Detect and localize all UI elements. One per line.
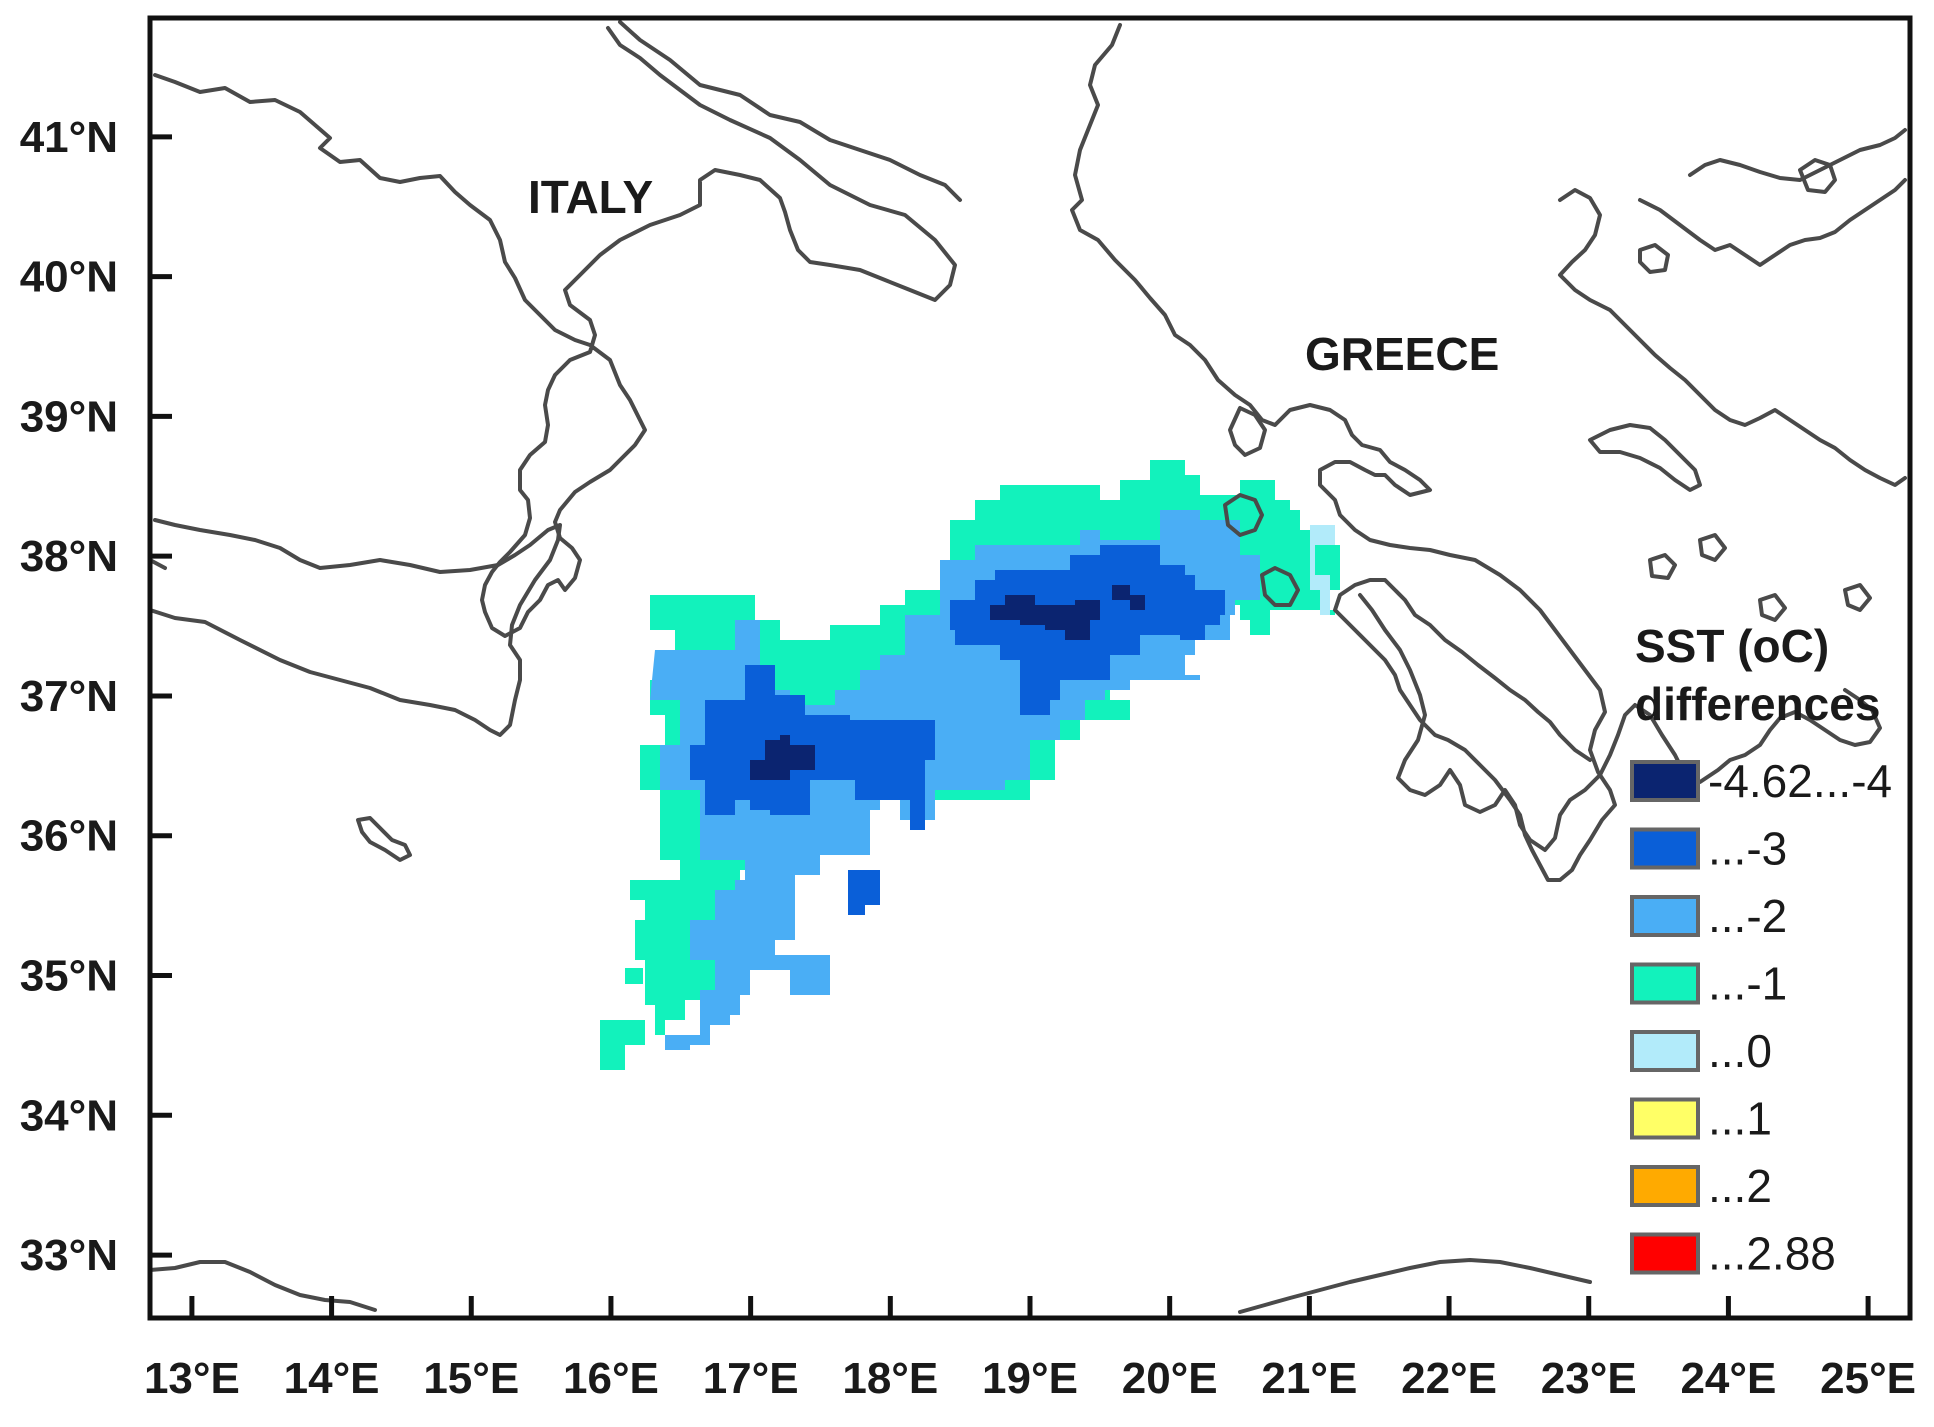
coastline-lesbos — [1798, 158, 1837, 194]
coastline-zakynthos — [1260, 566, 1300, 607]
coastline-cyclades-1 — [1648, 553, 1677, 580]
lon-tick-label: 13°E — [144, 1354, 240, 1403]
coastlines — [148, 20, 1907, 1314]
lon-tick-label: 20°E — [1122, 1354, 1218, 1403]
legend-swatch — [1630, 1232, 1700, 1275]
legend-items: -4.62...-4 ...-3 ...-2 ...-1 ...0 ...1 ...2...… — [1630, 755, 1892, 1280]
lon-tick-label: 16°E — [563, 1354, 659, 1403]
axis-ticks — [150, 134, 1871, 1318]
legend-swatch — [1630, 827, 1700, 870]
coastline-kefalonia — [1223, 493, 1264, 537]
legend-swatch — [1630, 1030, 1700, 1072]
coastline-cyclades-4 — [1843, 583, 1872, 612]
lon-tick-label: 18°E — [842, 1354, 938, 1403]
legend: SST (oC) differences -4.62...-4 ...-3 ...-… — [1630, 620, 1892, 1280]
legend-label: ...2.88 — [1708, 1228, 1836, 1280]
latitude-labels: 41°N 40°N 39°N 38°N 37°N 36°N 35°N 34°N 33°N — [20, 113, 118, 1280]
coastline-thrace — [1688, 128, 1907, 182]
sst-patch-level-1-dot — [625, 968, 643, 984]
lon-tick-label: 15°E — [423, 1354, 519, 1403]
lon-tick-label: 25°E — [1820, 1354, 1916, 1403]
country-label-greece: GREECE — [1305, 328, 1499, 380]
coastline-malta — [356, 816, 412, 862]
coastline-balkans — [1070, 23, 1617, 882]
lat-tick-label: 39°N — [20, 392, 118, 441]
legend-swatch — [1630, 760, 1700, 802]
coastline-africa-east — [1238, 1258, 1592, 1314]
legend-title-line2: differences — [1635, 678, 1880, 730]
coastline-east-greece — [1558, 188, 1907, 487]
legend-label: ...1 — [1708, 1093, 1772, 1145]
sst-patch-level-1-south — [600, 1020, 645, 1070]
legend-label: ...-2 — [1708, 890, 1787, 942]
coastline-sicily — [148, 518, 562, 737]
lat-tick-label: 33°N — [20, 1231, 118, 1280]
coastline-italy-north — [618, 20, 962, 202]
lat-tick-label: 36°N — [20, 812, 118, 861]
coastline-cyclades-2 — [1698, 533, 1727, 562]
lat-tick-label: 40°N — [20, 253, 118, 302]
legend-label: ...-1 — [1708, 958, 1787, 1010]
sst-patch-level-4-west — [740, 735, 815, 780]
lon-tick-label: 14°E — [284, 1354, 380, 1403]
legend-swatch — [1630, 1165, 1700, 1207]
lat-tick-label: 34°N — [20, 1091, 118, 1140]
legend-label: ...-3 — [1708, 823, 1787, 875]
coastline-corfu — [1228, 406, 1267, 457]
sst-patch-level-4-east — [990, 595, 1100, 640]
legend-label: ...0 — [1708, 1025, 1772, 1077]
legend-swatch — [1630, 1097, 1700, 1140]
lat-tick-label: 35°N — [20, 952, 118, 1001]
legend-label: -4.62...-4 — [1708, 755, 1892, 807]
lat-tick-label: 37°N — [20, 672, 118, 721]
lat-tick-label: 38°N — [20, 532, 118, 581]
sst-patch-level-3-south — [848, 870, 880, 915]
lon-tick-label: 17°E — [703, 1354, 799, 1403]
coastline-africa-west — [148, 1260, 377, 1312]
sst-patch-level-4-east-small — [1112, 585, 1145, 610]
coastline-cyclades-3 — [1758, 593, 1787, 622]
lon-tick-label: 21°E — [1261, 1354, 1357, 1403]
coastline-thasos — [1638, 243, 1670, 274]
legend-label: ...2 — [1708, 1160, 1772, 1212]
country-label-italy: ITALY — [528, 171, 653, 223]
lon-tick-label: 19°E — [982, 1354, 1078, 1403]
coastline-euboea — [1588, 423, 1702, 492]
lon-tick-label: 22°E — [1401, 1354, 1497, 1403]
sst-patch-level-0 — [1310, 525, 1335, 615]
legend-swatch — [1630, 962, 1700, 1005]
lon-tick-label: 24°E — [1680, 1354, 1776, 1403]
coastline-peloponnese — [1358, 593, 1882, 852]
coastline-chalkidiki — [1638, 178, 1907, 267]
lon-tick-label: 23°E — [1541, 1354, 1637, 1403]
legend-title-line1: SST (oC) — [1635, 620, 1829, 672]
legend-swatch — [1630, 895, 1700, 937]
sst-anomaly-field — [600, 460, 1340, 1070]
lat-tick-label: 41°N — [20, 113, 118, 162]
longitude-labels: 13°E 14°E 15°E 16°E 17°E 18°E 19°E 20°E 21°E 22°E… — [144, 1354, 1916, 1403]
